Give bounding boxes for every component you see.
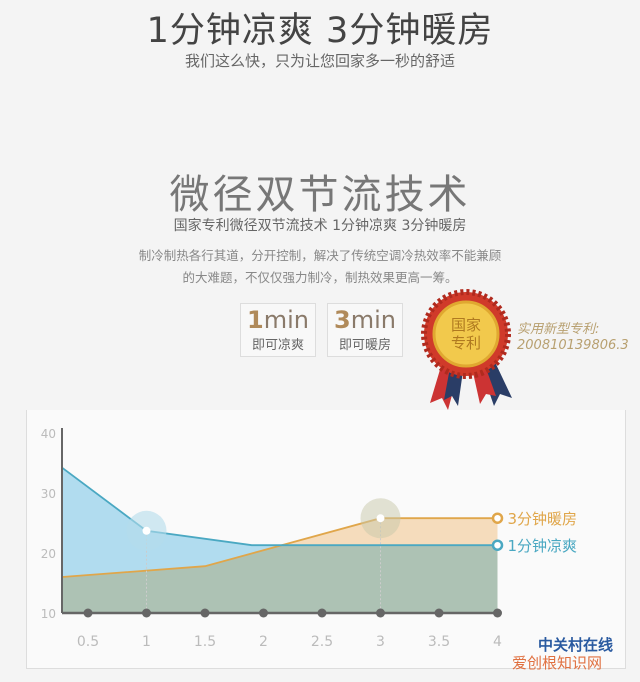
y-tick-label: 10 xyxy=(41,607,56,621)
badge-unit: min xyxy=(263,306,309,334)
series-line xyxy=(61,467,498,547)
description-line: 的大难题，不仅仅强力制冷，制热效果更高一筹。 xyxy=(182,270,458,285)
x-tick-dot xyxy=(200,608,210,618)
badge-number: 1 xyxy=(247,306,264,334)
badge-1min: 1min 即可凉爽 xyxy=(240,303,316,357)
x-tick-label: 2.5 xyxy=(311,634,333,650)
badge-label: 即可凉爽 xyxy=(251,338,304,353)
x-tick-label: 0.5 xyxy=(77,634,99,650)
series-end-marker xyxy=(491,539,504,551)
x-tick-dot xyxy=(317,608,327,618)
x-tick-dot xyxy=(83,608,93,618)
x-tick-label: 1.5 xyxy=(194,634,216,650)
badge-unit: min xyxy=(350,306,396,334)
x-tick-dot xyxy=(259,608,268,618)
x-tick-dot xyxy=(493,608,502,618)
patent-info: 实用新型专利: 200810139806.3 xyxy=(517,322,629,354)
y-tick-label: 30 xyxy=(41,487,56,501)
data-point xyxy=(376,514,385,523)
x-tick-label: 2 xyxy=(259,634,268,650)
badge-3min: 3min 即可暖房 xyxy=(327,303,403,357)
patent-medal-icon: 国家 专利 xyxy=(421,289,512,410)
watermark: 中关村在线 爱创根知识网 xyxy=(512,636,613,672)
watermark-text: 爱创根知识网 xyxy=(512,654,603,672)
series-area xyxy=(62,518,498,613)
x-tick-dot xyxy=(434,608,444,618)
legend-label: 3分钟暖房 xyxy=(508,510,578,528)
series-end-marker xyxy=(491,512,504,524)
subtitle: 我们这么快，只为让您回家多一秒的舒适 xyxy=(184,52,455,70)
x-tick-label: 4 xyxy=(493,634,502,650)
y-tick-label: 40 xyxy=(41,427,56,441)
time-temperature-chart: 3分钟暖房 1分钟凉爽 10 20 30 40 0.5 1 1.5 2 2.5 3 3.5 4 xyxy=(41,427,578,650)
section-tagline: 国家专利微径双节流技术 1分钟凉爽 3分钟暖房 xyxy=(173,218,467,234)
x-tick-label: 1 xyxy=(142,634,151,650)
series-line xyxy=(62,517,498,578)
description-line: 制冷制热各行其道，分开控制，解决了传统空调冷热效率不能兼顾 xyxy=(138,248,502,263)
x-tick-dot xyxy=(142,608,151,618)
x-tick-label: 3 xyxy=(376,634,385,650)
badge-label: 即可暖房 xyxy=(338,338,391,353)
section-description: 制冷制热各行其道，分开控制，解决了传统空调冷热效率不能兼顾 的大难题，不仅仅强力… xyxy=(0,245,640,289)
watermark-text: 中关村在线 xyxy=(538,636,614,654)
section-title: 微径双节流技术 xyxy=(169,172,471,218)
y-tick-label: 20 xyxy=(41,547,56,561)
headline: 1分钟凉爽 3分钟暖房 xyxy=(146,11,494,51)
patent-number: 200810139806.3 xyxy=(517,338,629,353)
legend-label: 1分钟凉爽 xyxy=(508,537,578,555)
x-tick-label: 3.5 xyxy=(428,634,450,650)
badge-number: 3 xyxy=(334,306,351,334)
medal-text: 专利 xyxy=(451,334,481,352)
x-tick-dot xyxy=(376,608,385,618)
patent-label: 实用新型专利: xyxy=(517,322,600,337)
data-point xyxy=(142,526,151,535)
medal-text: 国家 xyxy=(451,316,481,334)
